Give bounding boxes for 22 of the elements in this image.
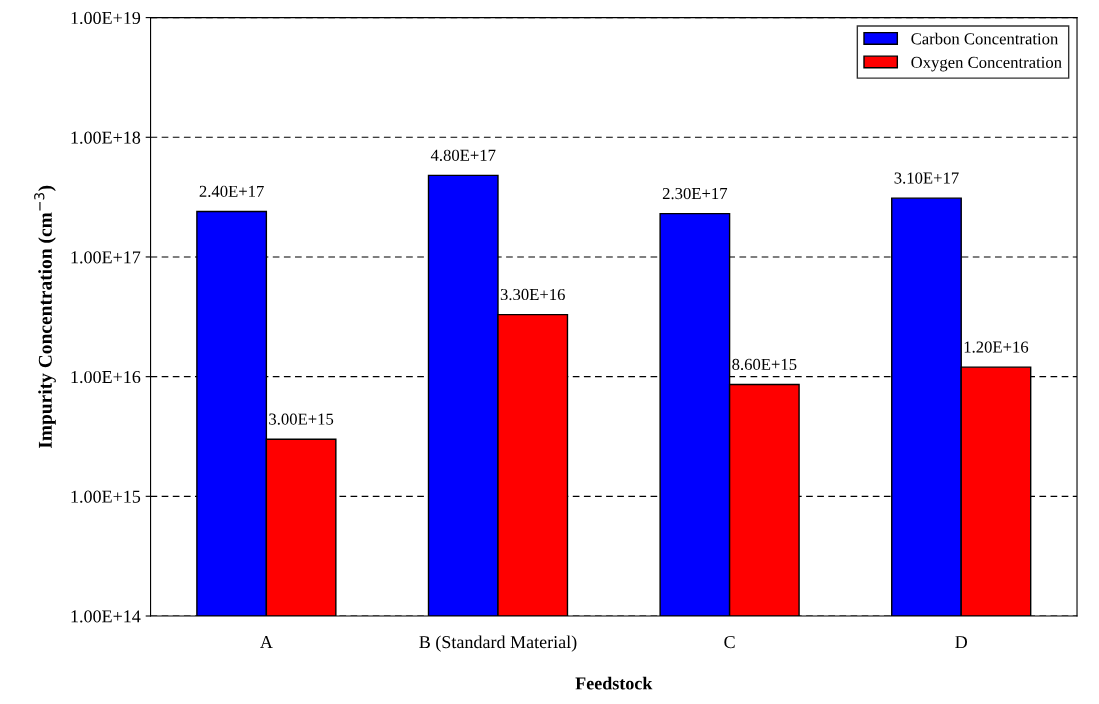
y-tick-label: 1.00E+16: [71, 370, 141, 384]
data-label: 3.10E+17: [894, 172, 959, 184]
data-label: 8.60E+15: [732, 358, 797, 371]
x-axis-title: Feedstock: [575, 676, 653, 690]
x-tick-label: A: [260, 636, 273, 648]
y-tick-label: 1.00E+19: [71, 11, 141, 25]
y-axis-title: Impurity Concentration (cm$^{−3}$): [34, 185, 56, 449]
y-tick-label: 1.00E+14: [71, 610, 141, 623]
legend-label: Carbon Concentration: [911, 32, 1059, 45]
data-label: 1.20E+16: [964, 341, 1029, 353]
legend-label: Oxygen Concentration: [911, 56, 1062, 72]
data-label: 3.00E+15: [269, 413, 334, 425]
y-tick-label: 1.00E+17: [71, 251, 141, 264]
data-label: 4.80E+17: [430, 149, 496, 162]
y-tick-label: 1.00E+18: [71, 131, 141, 144]
y-tick-label: 1.00E+15: [71, 490, 141, 503]
x-tick-label: D: [955, 636, 968, 649]
x-tick-label: C: [724, 636, 735, 649]
x-tick-label: B (Standard Material): [419, 635, 577, 652]
data-label: 2.40E+17: [199, 185, 264, 198]
data-label: 2.30E+17: [662, 187, 728, 200]
data-label: 3.30E+16: [500, 288, 565, 301]
